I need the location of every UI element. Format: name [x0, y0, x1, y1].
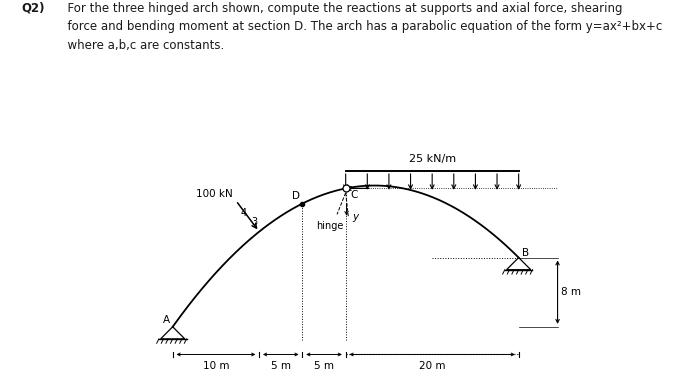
Text: 5 m: 5 m [271, 361, 290, 371]
Text: 4: 4 [240, 207, 246, 218]
Text: hinge: hinge [316, 221, 344, 231]
Text: 10 m: 10 m [203, 361, 229, 371]
Text: y: y [353, 212, 358, 222]
Text: Q2): Q2) [21, 2, 45, 15]
Text: 20 m: 20 m [419, 361, 445, 371]
Text: 100 kN: 100 kN [197, 189, 233, 199]
Text: D: D [292, 191, 300, 201]
Text: 3: 3 [251, 217, 258, 227]
Text: B: B [522, 248, 529, 257]
Text: C: C [350, 190, 358, 200]
Text: A: A [163, 315, 170, 325]
Text: 8 m: 8 m [561, 287, 581, 297]
Text: For the three hinged arch shown, compute the reactions at supports and axial for: For the three hinged arch shown, compute… [60, 2, 662, 52]
Text: 25 kN/m: 25 kN/m [409, 154, 456, 164]
Text: 5 m: 5 m [314, 361, 334, 371]
